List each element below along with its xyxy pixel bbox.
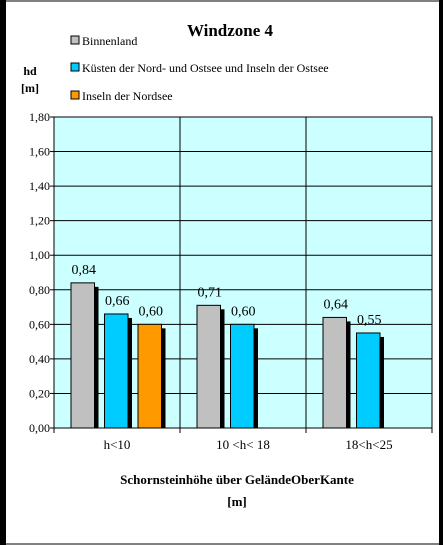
bar: [322, 316, 347, 429]
y-tick-label: 1,00: [29, 248, 50, 262]
y-tick-label: 1,40: [29, 179, 50, 193]
legend-swatch: [70, 62, 80, 72]
x-axis-ticks: h<10 10 <h< 18 18<h<25: [104, 437, 393, 452]
legend-label: Küsten der Nord- und Ostsee und Inseln d…: [82, 61, 329, 75]
y-axis-ticks: 0,00 0,20 0,40 0,60 0,80 1,00 1,20 1,40 1,60 1,80: [29, 110, 54, 435]
x-axis-label-line-1: Schornsteinhöhe über GeländeOberKante: [120, 472, 354, 487]
bar: [70, 282, 95, 429]
legend-label: Binnenland: [82, 34, 137, 48]
bar: [104, 313, 129, 429]
y-tick-label: 0,20: [29, 386, 50, 400]
chart-title: Windzone 4: [187, 21, 274, 40]
chart-left-border: [0, 0, 6, 545]
legend-label: Inseln der Nordsee: [82, 89, 173, 103]
x-tick-label: 10 <h< 18: [216, 437, 270, 452]
y-tick-label: 1,60: [29, 145, 50, 159]
x-tick-label: 18<h<25: [345, 437, 392, 452]
y-axis-label-line-1: hd: [23, 64, 37, 78]
y-tick-label: 0,80: [29, 283, 50, 297]
bar-value-label: 0,84: [72, 263, 97, 278]
bar-value-label: 0,64: [324, 297, 349, 312]
bar-value-label: 0,60: [231, 304, 256, 319]
legend: Binnenland Küsten der Nord- und Ostsee un…: [70, 34, 329, 103]
bar: [196, 304, 221, 429]
bar-value-label: 0,71: [198, 285, 223, 300]
bars: [70, 282, 384, 429]
y-tick-label: 0,00: [29, 421, 50, 435]
legend-swatch: [70, 90, 80, 100]
y-axis-label-line-2: [m]: [21, 81, 39, 95]
bar: [230, 323, 255, 429]
data-labels: 0,84 0,66 0,60 0,71 0,60 0,64 0,55: [72, 263, 382, 328]
y-tick-label: 0,60: [29, 317, 50, 331]
legend-swatch: [70, 35, 80, 45]
y-tick-label: 1,20: [29, 214, 50, 228]
bar: [137, 323, 162, 429]
y-tick-label: 0,40: [29, 352, 50, 366]
bar-value-label: 0,66: [105, 294, 130, 309]
x-tick-label: h<10: [104, 437, 131, 452]
x-axis-label-line-2: [m]: [227, 494, 247, 509]
bar-value-label: 0,60: [139, 304, 164, 319]
bar: [356, 332, 381, 429]
bar-value-label: 0,55: [357, 313, 382, 328]
y-tick-label: 1,80: [29, 110, 50, 124]
chart-right-border: [439, 0, 443, 545]
